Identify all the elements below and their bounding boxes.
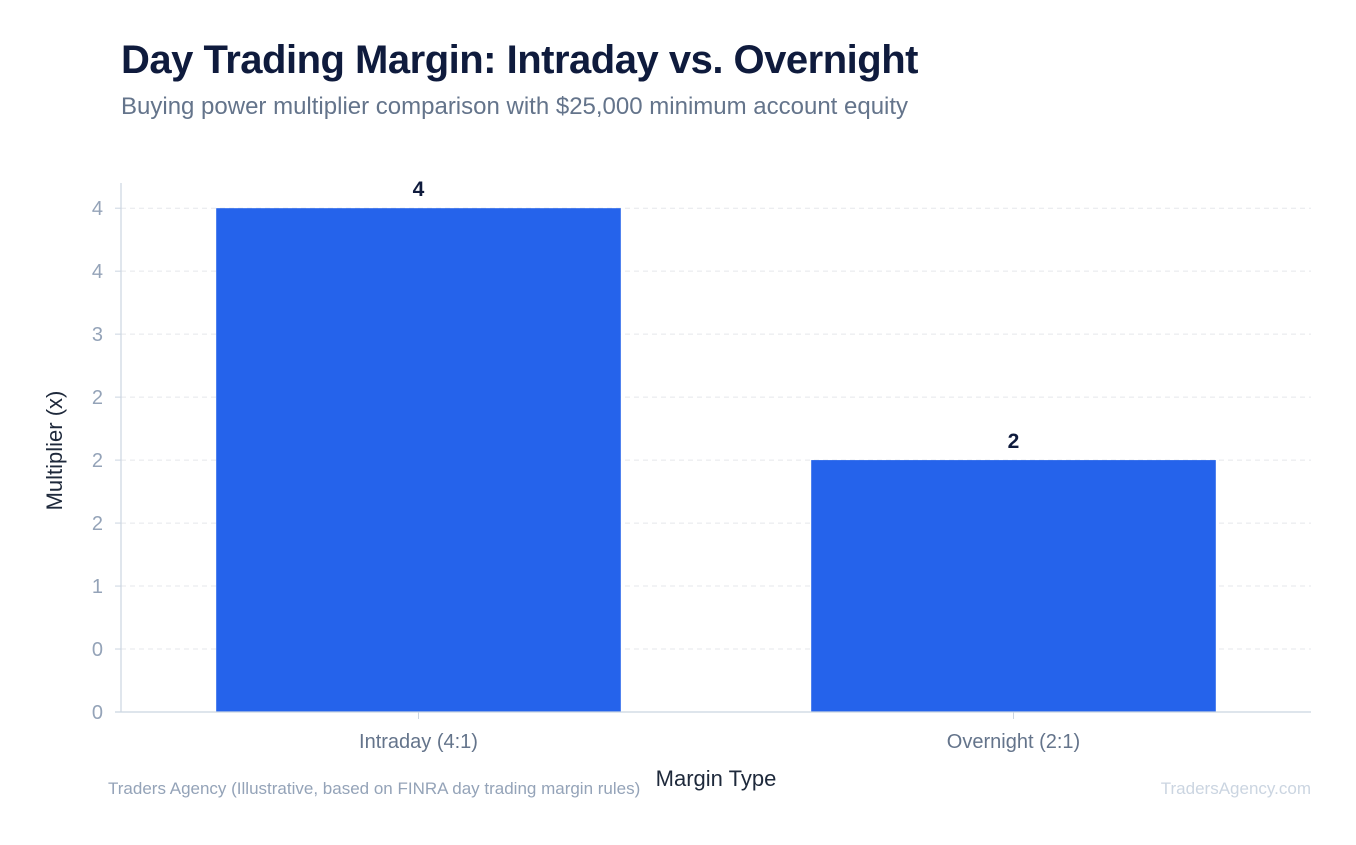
data-label: 2 (1008, 430, 1020, 453)
y-tick-label: 4 (92, 261, 103, 283)
y-tick-label: 2 (92, 387, 103, 409)
x-tick-label: Intraday (4:1) (359, 731, 478, 753)
chart-title: Day Trading Margin: Intraday vs. Overnig… (121, 38, 918, 82)
x-tick-label: Overnight (2:1) (947, 731, 1080, 753)
y-tick-label: 2 (92, 450, 103, 472)
y-axis-title: Multiplier (x) (42, 391, 67, 511)
y-tick-label: 3 (92, 324, 103, 346)
labels: 0 0 1 2 2 2 3 4 4 4 Intraday (4:1) 2 Overnight (2:1)… (42, 178, 1080, 791)
data-label: 4 (413, 178, 425, 201)
bar-2 (811, 460, 1216, 712)
y-tick-label: 1 (92, 576, 103, 598)
x-axis-title: Margin Type (656, 766, 777, 791)
bar-1 (216, 208, 621, 712)
y-tick-label: 2 (92, 513, 103, 535)
chart-subtitle: Buying power multiplier comparison with … (121, 93, 909, 120)
y-tick-label: 4 (92, 198, 103, 220)
axes (115, 183, 1311, 719)
watermark: TradersAgency.com (1160, 779, 1311, 798)
y-tick-label: 0 (92, 639, 103, 661)
source-note: Traders Agency (Illustrative, based on F… (108, 779, 641, 798)
y-tick-label: 0 (92, 702, 103, 724)
bars (216, 208, 1216, 712)
